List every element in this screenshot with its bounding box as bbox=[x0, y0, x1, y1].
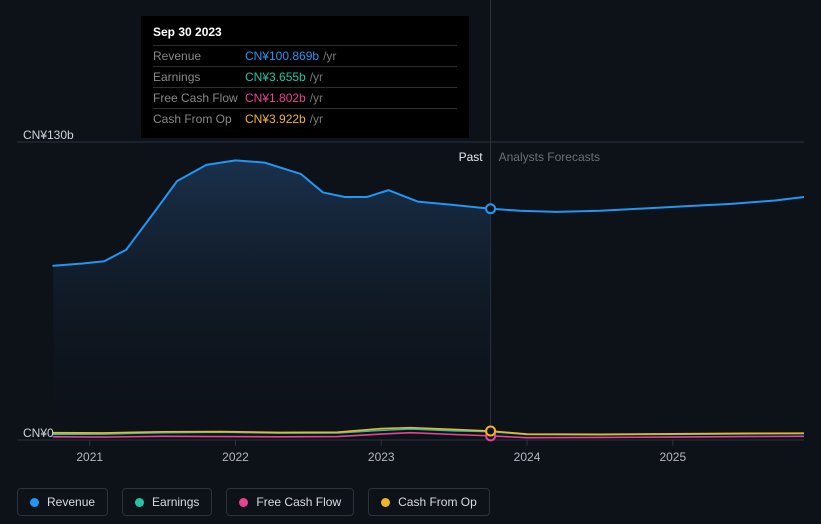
x-axis-label: 2024 bbox=[514, 450, 541, 464]
past-label: Past bbox=[459, 150, 483, 164]
legend-label: Earnings bbox=[152, 495, 199, 509]
legend-label: Revenue bbox=[47, 495, 95, 509]
legend-label: Cash From Op bbox=[398, 495, 477, 509]
tooltip-row-unit: /yr bbox=[310, 110, 323, 128]
tooltip-row: Free Cash FlowCN¥1.802b/yr bbox=[153, 87, 457, 108]
chart-container: CN¥130b CN¥0 2021 2022 2023 2024 2025 Past Analy… bbox=[0, 0, 821, 524]
chart-legend: Revenue Earnings Free Cash Flow Cash From O… bbox=[17, 488, 490, 516]
tooltip-row-value: CN¥3.655b bbox=[245, 68, 306, 86]
tooltip-row-value: CN¥3.922b bbox=[245, 110, 306, 128]
forecast-label: Analysts Forecasts bbox=[499, 150, 600, 164]
tooltip-row-unit: /yr bbox=[310, 68, 323, 86]
tooltip-row: EarningsCN¥3.655b/yr bbox=[153, 66, 457, 87]
tooltip-row-unit: /yr bbox=[310, 89, 323, 107]
x-axis-label: 2023 bbox=[368, 450, 395, 464]
tooltip-date: Sep 30 2023 bbox=[153, 23, 457, 45]
earnings-color-dot bbox=[135, 498, 144, 507]
x-axis-label: 2021 bbox=[76, 450, 103, 464]
x-axis-label: 2022 bbox=[222, 450, 249, 464]
legend-label: Free Cash Flow bbox=[256, 495, 341, 509]
legend-item-fcf[interactable]: Free Cash Flow bbox=[226, 488, 354, 516]
x-axis-label: 2025 bbox=[659, 450, 686, 464]
y-axis-label: CN¥130b bbox=[23, 128, 74, 142]
tooltip-row-label: Revenue bbox=[153, 47, 245, 65]
cfo-color-dot bbox=[381, 498, 390, 507]
y-axis-label: CN¥0 bbox=[23, 426, 54, 440]
tooltip-row-label: Cash From Op bbox=[153, 110, 245, 128]
tooltip-row-value: CN¥100.869b bbox=[245, 47, 319, 65]
revenue-color-dot bbox=[30, 498, 39, 507]
chart-tooltip: Sep 30 2023 RevenueCN¥100.869b/yrEarning… bbox=[141, 16, 469, 138]
tooltip-row-value: CN¥1.802b bbox=[245, 89, 306, 107]
tooltip-row: Cash From OpCN¥3.922b/yr bbox=[153, 108, 457, 129]
tooltip-row: RevenueCN¥100.869b/yr bbox=[153, 45, 457, 66]
tooltip-row-unit: /yr bbox=[323, 47, 336, 65]
fcf-color-dot bbox=[239, 498, 248, 507]
tooltip-row-label: Free Cash Flow bbox=[153, 89, 245, 107]
tooltip-row-label: Earnings bbox=[153, 68, 245, 86]
legend-item-cfo[interactable]: Cash From Op bbox=[368, 488, 490, 516]
legend-item-earnings[interactable]: Earnings bbox=[122, 488, 212, 516]
legend-item-revenue[interactable]: Revenue bbox=[17, 488, 108, 516]
